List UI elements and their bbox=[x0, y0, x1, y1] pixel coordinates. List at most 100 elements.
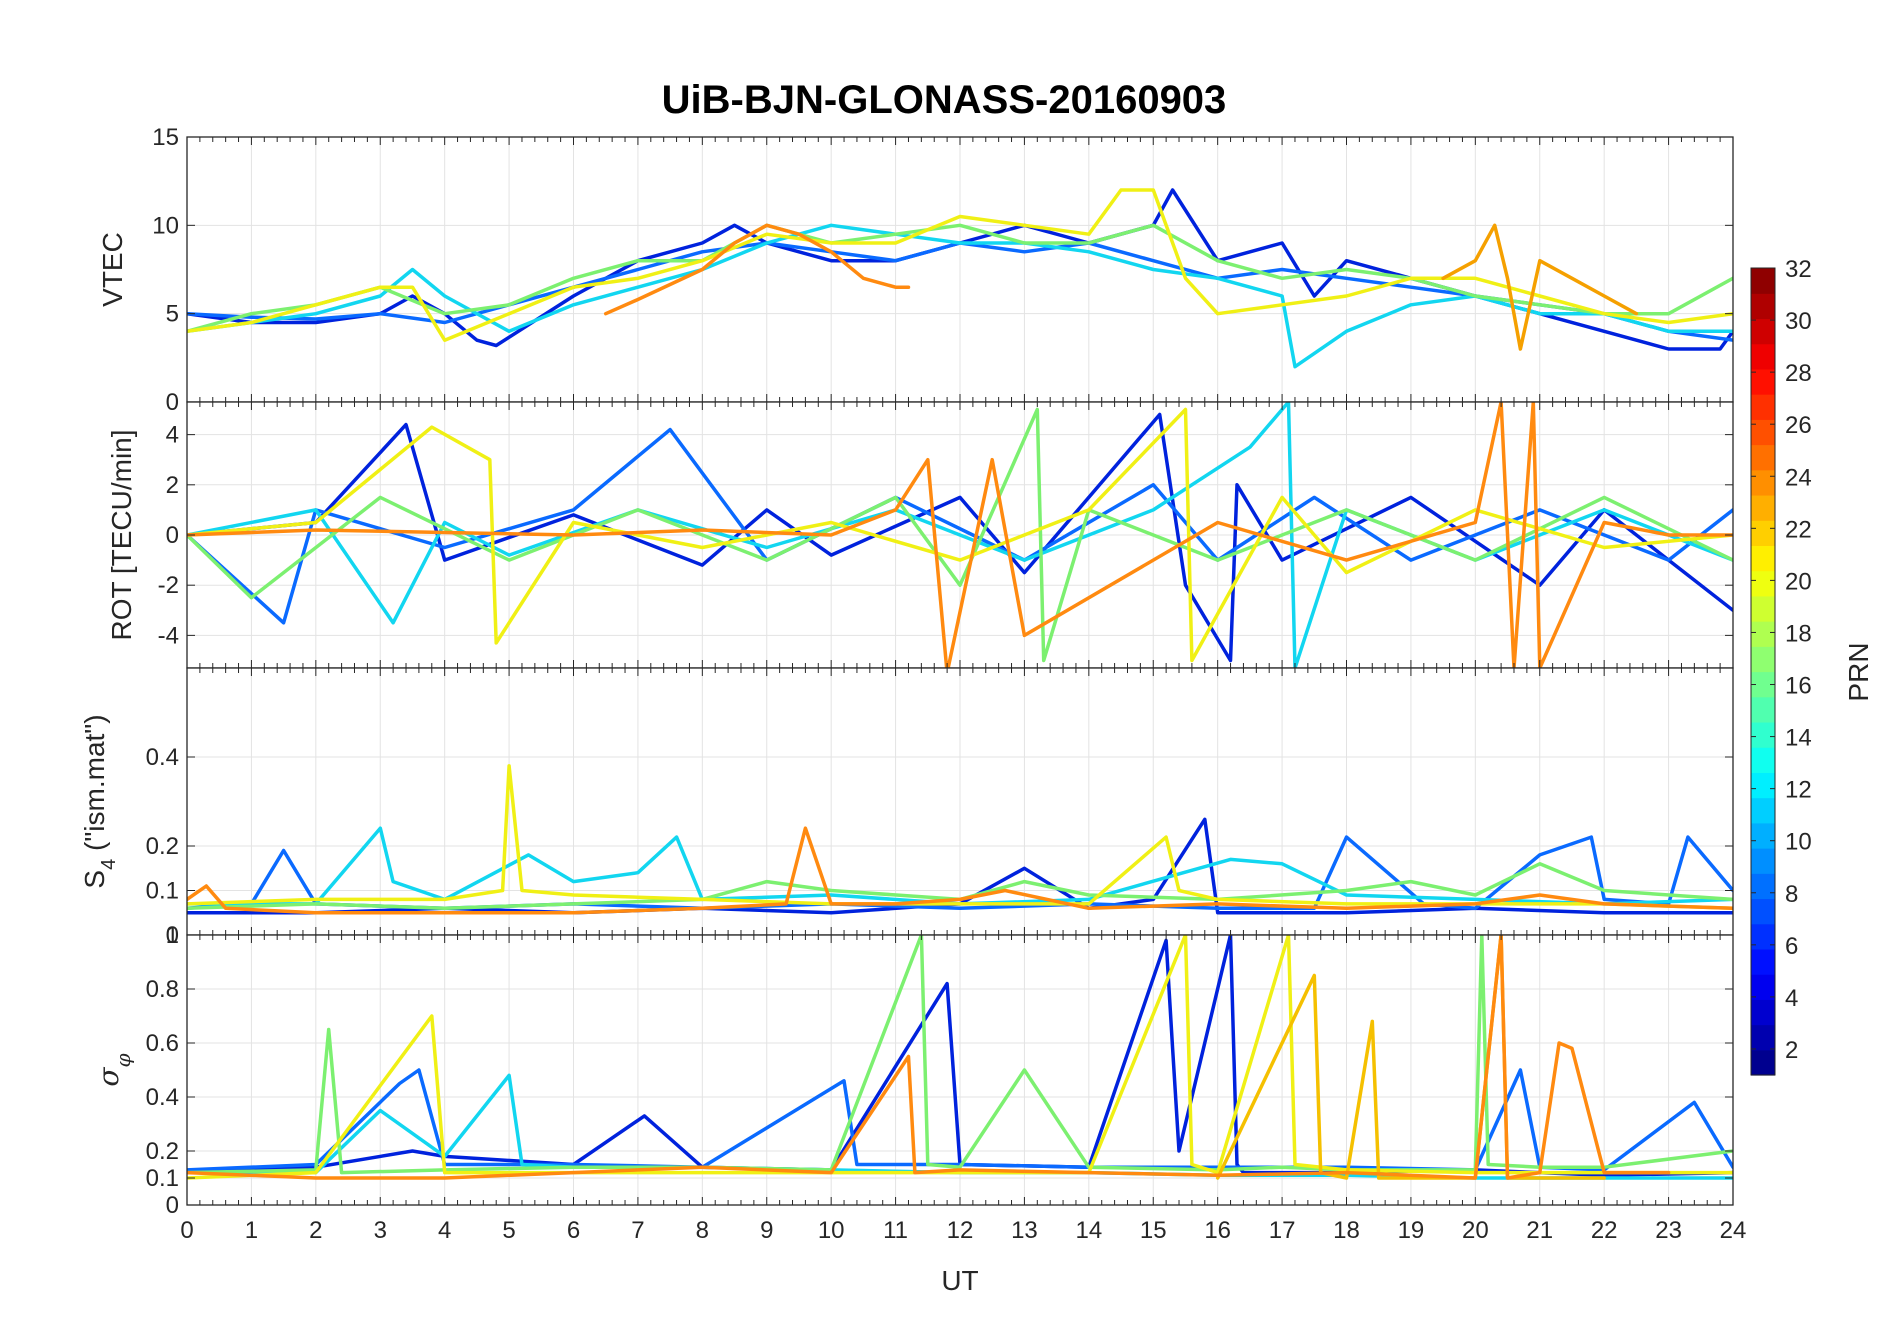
y-axis-label: σφ bbox=[92, 1053, 135, 1086]
y-axis-label: ROT [TECU/min] bbox=[106, 429, 137, 640]
colorbar-segment bbox=[1751, 696, 1775, 723]
y-tick-label: 1 bbox=[166, 922, 179, 949]
y-tick-label: 0 bbox=[166, 1192, 179, 1219]
colorbar-tick-label: 16 bbox=[1785, 673, 1812, 700]
series-line-prn-23 bbox=[187, 935, 1671, 1180]
colorbar-tick-label: 2 bbox=[1785, 1037, 1798, 1064]
colorbar-segment bbox=[1751, 570, 1775, 597]
colorbar-tick-label: 18 bbox=[1785, 620, 1812, 647]
y-tick-label: 0.6 bbox=[146, 1030, 179, 1057]
colorbar-segment bbox=[1751, 747, 1775, 773]
x-tick-label: 19 bbox=[1398, 1217, 1425, 1244]
x-tick-label: 15 bbox=[1140, 1217, 1167, 1244]
colorbar-tick-label: 12 bbox=[1785, 777, 1812, 804]
panel-rot: -4 -2 0 2 4 ROT [TECU/min] bbox=[106, 401, 1734, 669]
colorbar-tick-label: 28 bbox=[1785, 360, 1812, 387]
colorbar-tick-label: 20 bbox=[1785, 568, 1812, 595]
colorbar-segment bbox=[1751, 520, 1775, 547]
colorbar-segment bbox=[1751, 1024, 1775, 1051]
series-line-prn-19 bbox=[187, 935, 1733, 1180]
y-tick-label: 0.8 bbox=[146, 976, 179, 1003]
y-axis-label: S4 ("ism.mat") bbox=[79, 714, 120, 888]
x-tick-label: 12 bbox=[947, 1217, 974, 1244]
y-axis-label-sub: φ bbox=[111, 1053, 135, 1067]
colorbar-tick-label: 14 bbox=[1785, 725, 1812, 752]
colorbar-segment bbox=[1751, 343, 1775, 370]
series-line-prn-22 bbox=[1215, 935, 1606, 1180]
x-tick-label: 17 bbox=[1269, 1217, 1296, 1244]
colorbar-segment bbox=[1751, 948, 1775, 975]
x-tick-label: 21 bbox=[1526, 1217, 1553, 1244]
colorbar-tick-label: 32 bbox=[1785, 256, 1812, 283]
x-tick-label: 5 bbox=[502, 1217, 515, 1244]
series-line-prn-22 bbox=[1441, 223, 1639, 351]
series-line-prn-3 bbox=[187, 412, 1733, 663]
x-tick-label: 6 bbox=[567, 1217, 580, 1244]
colorbar-segment bbox=[1751, 469, 1775, 496]
colorbar-tick-label: 4 bbox=[1785, 985, 1798, 1012]
colorbar-label: PRN bbox=[1843, 642, 1874, 701]
colorbar-segment bbox=[1751, 419, 1775, 446]
x-tick-label: 4 bbox=[438, 1217, 451, 1244]
y-tick-label: 0 bbox=[166, 522, 179, 549]
y-tick-label: 4 bbox=[166, 422, 179, 449]
colorbar-segment bbox=[1751, 646, 1775, 673]
colorbar-segment bbox=[1751, 772, 1775, 799]
x-tick-label: 3 bbox=[374, 1217, 387, 1244]
colorbar-tick-label: 10 bbox=[1785, 829, 1812, 856]
colorbar-segment bbox=[1751, 1049, 1775, 1076]
panel-s4: 0 0.1 0.2 0.4 S4 ("ism.mat") bbox=[79, 667, 1734, 949]
y-tick-label: 0.1 bbox=[146, 878, 179, 905]
y-tick-label: 0.1 bbox=[146, 1165, 179, 1192]
series-line-prn-16 bbox=[187, 862, 1733, 911]
colorbar-segment bbox=[1751, 268, 1775, 294]
x-tick-label: 10 bbox=[818, 1217, 845, 1244]
x-tick-label: 8 bbox=[696, 1217, 709, 1244]
y-axis-label-main: σ bbox=[92, 1067, 125, 1087]
colorbar-tick-label: 6 bbox=[1785, 933, 1798, 960]
colorbar-segment bbox=[1751, 721, 1775, 748]
colorbar-tick-label: 30 bbox=[1785, 308, 1812, 335]
series-line-prn-23 bbox=[187, 826, 1733, 915]
x-tick-label: 7 bbox=[631, 1217, 644, 1244]
colorbar-segment bbox=[1751, 822, 1775, 849]
x-tick-label: 23 bbox=[1655, 1217, 1682, 1244]
colorbar-segment bbox=[1751, 545, 1775, 572]
colorbar-segment bbox=[1751, 797, 1775, 824]
y-tick-label: 2 bbox=[166, 472, 179, 499]
colorbar-segment bbox=[1751, 368, 1775, 395]
colorbar-segment bbox=[1751, 923, 1775, 950]
x-tick-label: 14 bbox=[1075, 1217, 1102, 1244]
x-tick-label: 1 bbox=[245, 1217, 258, 1244]
series-group bbox=[187, 402, 1733, 668]
series-line-prn-16 bbox=[187, 223, 1733, 334]
series-group bbox=[187, 935, 1733, 1180]
colorbar-segment bbox=[1751, 318, 1775, 345]
colorbar-segment bbox=[1751, 898, 1775, 925]
series-line-prn-23 bbox=[187, 402, 1733, 668]
x-tick-label: 2 bbox=[309, 1217, 322, 1244]
series-line-prn-19 bbox=[187, 407, 1733, 663]
colorbar-segment bbox=[1751, 974, 1775, 1000]
colorbar-segment bbox=[1751, 873, 1775, 900]
series-line-prn-16 bbox=[187, 935, 1733, 1175]
y-tick-label: 0.2 bbox=[146, 833, 179, 860]
colorbar-tick-label: 8 bbox=[1785, 881, 1798, 908]
y-tick-label: 0 bbox=[166, 389, 179, 416]
colorbar-segment bbox=[1751, 999, 1775, 1026]
y-tick-label: 15 bbox=[152, 124, 179, 151]
x-tick-label: 16 bbox=[1204, 1217, 1231, 1244]
y-tick-label: 5 bbox=[166, 301, 179, 328]
colorbar-frame bbox=[1750, 267, 1776, 1076]
y-axis-label-main: S bbox=[79, 870, 110, 889]
colorbar-segment bbox=[1751, 621, 1775, 647]
series-group bbox=[187, 188, 1733, 369]
x-tick-label: 11 bbox=[883, 1217, 908, 1244]
y-tick-label: -4 bbox=[158, 622, 179, 649]
colorbar-segment bbox=[1751, 394, 1775, 420]
y-axis-label: VTEC bbox=[97, 232, 128, 307]
